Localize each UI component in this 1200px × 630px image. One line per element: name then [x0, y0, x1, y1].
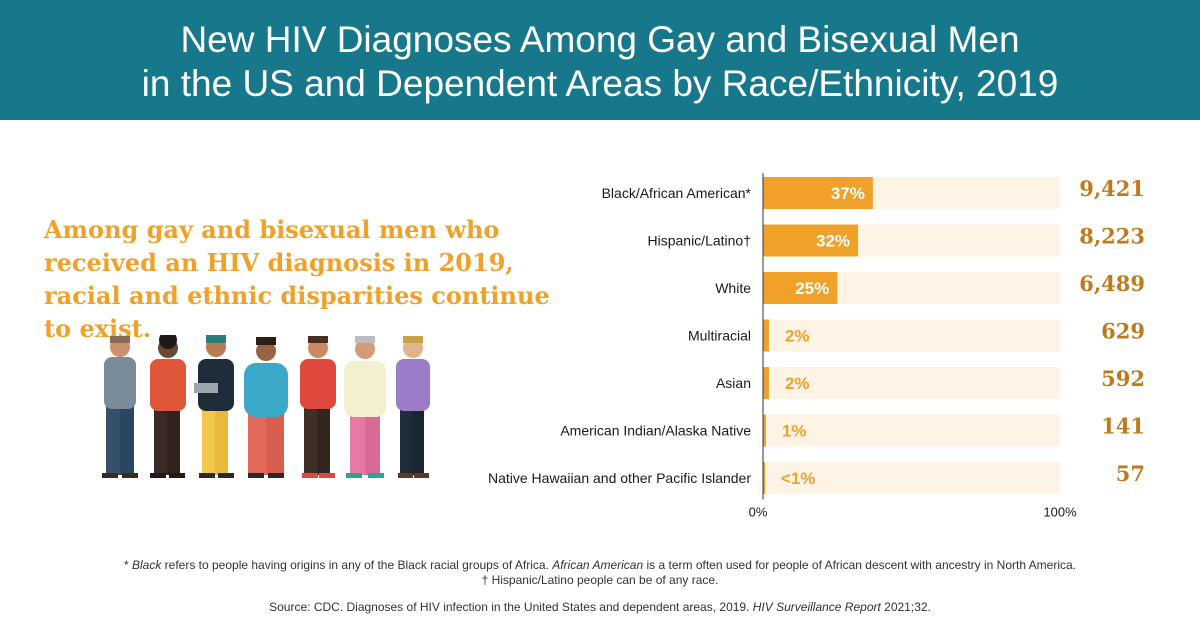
bar: [763, 319, 769, 352]
tagline: Among gay and bisexual men who received …: [44, 215, 550, 343]
value-label: 2%: [785, 374, 810, 393]
bar-track: [763, 462, 1060, 494]
bar-track: [763, 319, 1060, 352]
footnote-black-mid: refers to people having origins in any o…: [161, 558, 553, 572]
value-label: <1%: [781, 469, 816, 488]
bar: [763, 177, 873, 209]
category-label: American Indian/Alaska Native: [560, 423, 751, 439]
person-figure: [150, 335, 186, 478]
category-label: Multiracial: [688, 328, 751, 344]
person-figure: [396, 336, 430, 478]
category-label: Black/African American*: [602, 185, 752, 201]
value-label: 2%: [785, 327, 810, 346]
x-tick-label: 100%: [1043, 505, 1077, 520]
count-label: 6,489: [1079, 271, 1145, 296]
footnote-black: * Black refers to people having origins …: [123, 558, 1077, 572]
person-figure: [194, 335, 234, 478]
category-label: White: [715, 280, 751, 296]
bar: [763, 462, 765, 494]
value-label: 25%: [795, 279, 829, 298]
source-prefix: Source: CDC. Diagnoses of HIV infection …: [269, 600, 753, 614]
person-figure: [344, 336, 386, 478]
people-illustration: [102, 335, 430, 478]
source-suffix: 2021;32.: [880, 600, 931, 614]
value-label: 1%: [782, 422, 807, 441]
category-label: Native Hawaiian and other Pacific Island…: [488, 470, 751, 486]
count-label: 629: [1101, 319, 1145, 344]
category-label: Asian: [716, 375, 751, 391]
title-line-1: New HIV Diagnoses Among Gay and Bisexual…: [180, 19, 1020, 60]
person-figure: [244, 337, 288, 478]
footnote-aa-term: African American: [552, 558, 644, 572]
bar-track: [763, 414, 1060, 447]
value-label: 37%: [831, 184, 865, 203]
source-citation: Source: CDC. Diagnoses of HIV infection …: [0, 600, 1200, 614]
count-label: 9,421: [1079, 176, 1145, 201]
bar: [763, 224, 859, 257]
person-figure: [300, 336, 336, 478]
header-banner: New HIV Diagnoses Among Gay and Bisexual…: [0, 0, 1200, 120]
x-tick-label: 0%: [749, 505, 768, 520]
source-report: HIV Surveillance Report: [752, 600, 881, 614]
footnote-black-term: Black: [131, 558, 162, 572]
count-label: 8,223: [1079, 224, 1145, 249]
count-label: 141: [1101, 414, 1145, 439]
bar: [763, 272, 838, 304]
bar: [763, 367, 769, 399]
value-label: 32%: [816, 232, 850, 251]
count-label: 57: [1116, 461, 1145, 486]
count-label: 592: [1101, 366, 1145, 391]
bar-track: [763, 367, 1060, 399]
category-label: Hispanic/Latino†: [647, 233, 751, 249]
bar: [763, 414, 766, 447]
footnote-black-end: is a term often used for people of Afric…: [643, 558, 1077, 572]
person-figure: [102, 336, 138, 478]
title-line-2: in the US and Dependent Areas by Race/Et…: [141, 63, 1059, 104]
footnote-hispanic: † Hispanic/Latino people can be of any r…: [481, 573, 719, 587]
